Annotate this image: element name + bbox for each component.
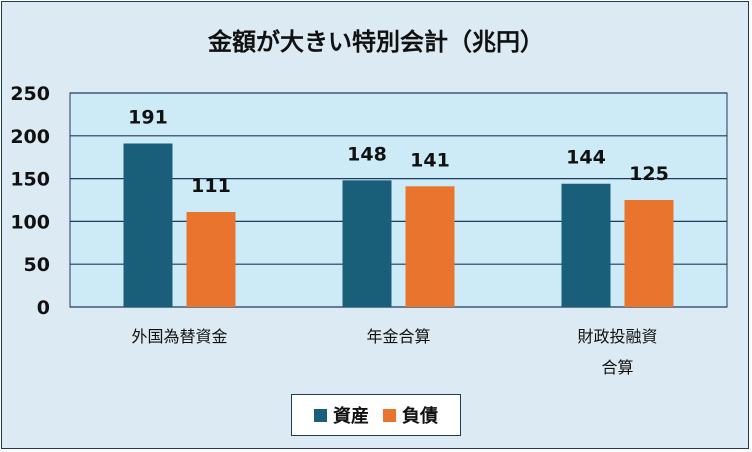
x-tick-label: 合算 bbox=[601, 358, 633, 377]
data-label: 141 bbox=[410, 149, 450, 171]
y-tick-label: 200 bbox=[10, 126, 50, 148]
data-label: 148 bbox=[347, 143, 387, 165]
legend-swatch-liabilities bbox=[383, 408, 396, 422]
y-tick-label: 150 bbox=[10, 169, 50, 191]
x-tick-label: 外国為替資金 bbox=[131, 327, 227, 346]
x-tick-label: 財政投融資 bbox=[577, 327, 657, 346]
bar bbox=[342, 180, 392, 307]
y-tick-label: 50 bbox=[24, 254, 50, 276]
bar bbox=[123, 143, 173, 307]
legend-label-liabilities: 負債 bbox=[402, 406, 438, 427]
data-label: 125 bbox=[629, 163, 669, 185]
data-label: 144 bbox=[566, 147, 606, 169]
chart-legend: 資産 負債 bbox=[291, 394, 461, 436]
legend-swatch-assets bbox=[314, 408, 327, 422]
legend-label-assets: 資産 bbox=[333, 406, 369, 427]
bar bbox=[405, 186, 455, 307]
legend-item-liabilities: 負債 bbox=[383, 402, 438, 428]
bar bbox=[561, 183, 611, 307]
data-label: 191 bbox=[128, 107, 168, 129]
chart-title: 金額が大きい特別会計（兆円） bbox=[208, 28, 544, 56]
y-tick-label: 100 bbox=[10, 211, 50, 233]
y-tick-label: 250 bbox=[10, 83, 50, 105]
x-tick-label: 年金合算 bbox=[366, 327, 430, 346]
y-tick-label: 0 bbox=[37, 297, 50, 319]
legend-item-assets: 資産 bbox=[314, 402, 369, 428]
bar bbox=[186, 211, 236, 307]
bar bbox=[624, 200, 674, 307]
data-label: 111 bbox=[191, 175, 231, 197]
